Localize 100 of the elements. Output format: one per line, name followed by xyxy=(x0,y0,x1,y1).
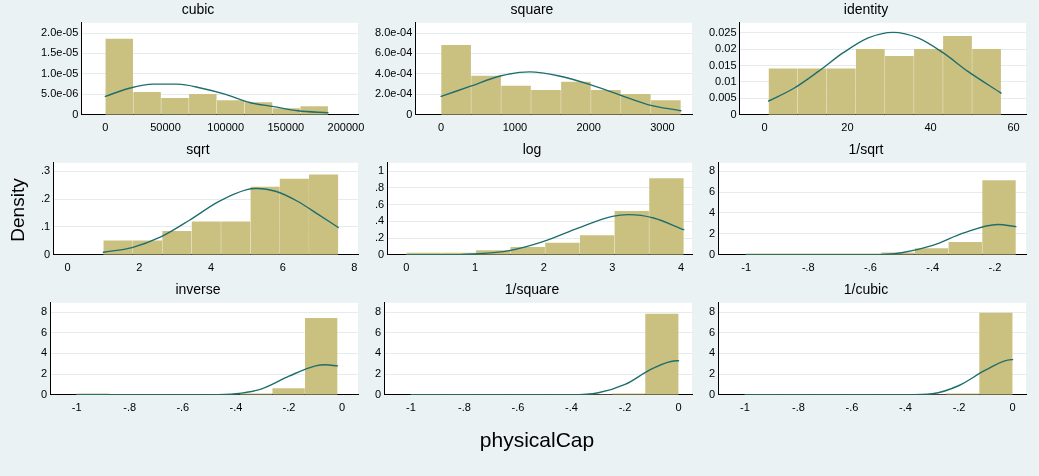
x-tick-label: 2 xyxy=(540,261,547,274)
y-tick-label: 0.01 xyxy=(715,74,737,87)
x-tick-label: -.8 xyxy=(792,401,805,414)
y-tick-label: 0.02 xyxy=(715,42,737,55)
chart-title: 1/square xyxy=(504,281,560,298)
y-tick-label: 2.0e-04 xyxy=(375,87,413,100)
chart-title: sqrt xyxy=(186,141,210,158)
y-tick-label: .6 xyxy=(374,197,385,210)
x-tick-label: 0 xyxy=(1009,401,1016,414)
y-tick-label: .3 xyxy=(40,164,51,177)
y-tick-label: 6 xyxy=(708,185,716,198)
y-axis-title: Density xyxy=(7,178,29,242)
line-series xyxy=(104,83,329,114)
y-tick-label: 4 xyxy=(708,346,716,359)
y-tick-label: 4 xyxy=(708,206,716,219)
y-tick-label: 4.0e-04 xyxy=(375,66,413,79)
x-tick-label: 1 xyxy=(471,261,479,274)
y-tick-label: .1 xyxy=(40,219,51,232)
y-tick-label: 4 xyxy=(40,346,48,359)
y-tick-label: 2 xyxy=(708,226,716,239)
y-tick-label: 0 xyxy=(406,107,413,120)
x-tick-label: 0 xyxy=(438,121,445,134)
x-tick-label: 0 xyxy=(339,401,346,414)
chart-title: cubic xyxy=(181,1,215,18)
y-tick-label: 8 xyxy=(708,305,716,318)
line-series xyxy=(102,187,339,253)
x-tick-label: -.4 xyxy=(565,401,578,414)
line-series xyxy=(767,31,1002,102)
chart-title: identity xyxy=(843,1,889,18)
y-tick-label: .2 xyxy=(374,231,385,244)
x-tick-label: 1000 xyxy=(502,121,528,134)
y-tick-label: 8 xyxy=(374,305,382,318)
y-tick-label: 2 xyxy=(708,367,716,380)
x-tick-label: 4 xyxy=(207,261,215,274)
y-tick-label: .2 xyxy=(40,192,51,205)
x-tick-label: -.6 xyxy=(864,261,877,274)
y-tick-label: 0 xyxy=(708,247,716,260)
y-tick-label: 0 xyxy=(730,107,737,120)
x-tick-label: 100000 xyxy=(207,121,245,134)
x-tick-label: 150000 xyxy=(267,121,305,134)
x-tick-label: -1 xyxy=(740,401,750,414)
y-tick-label: 0.025 xyxy=(709,25,737,38)
x-tick-label: -1 xyxy=(406,401,416,414)
x-tick-label: 3 xyxy=(609,261,616,274)
y-tick-label: 8.0e-04 xyxy=(375,26,413,39)
x-tick-label: 60 xyxy=(1007,121,1020,134)
x-tick-label: -.6 xyxy=(845,401,859,414)
x-tick-label: -.4 xyxy=(926,261,940,274)
y-tick-label: 6 xyxy=(708,325,716,338)
x-tick-label: -.4 xyxy=(229,401,243,414)
y-tick-label: 0 xyxy=(378,247,385,260)
chart-title: square xyxy=(510,1,554,18)
y-tick-label: 5.0e-06 xyxy=(41,87,79,100)
y-tick-label: 0 xyxy=(374,387,382,400)
x-tick-label: 4 xyxy=(677,261,685,274)
y-tick-label: .4 xyxy=(374,214,385,227)
chart-title: inverse xyxy=(175,281,221,298)
x-tick-label: -1 xyxy=(741,261,751,274)
x-tick-label: -.6 xyxy=(176,401,190,414)
x-tick-label: 6 xyxy=(279,261,286,274)
y-tick-label: 0.005 xyxy=(709,91,737,104)
y-tick-label: 0.015 xyxy=(709,58,737,71)
x-tick-label: -.8 xyxy=(123,401,137,414)
x-tick-label: 20 xyxy=(841,121,854,134)
x-tick-label: 2 xyxy=(136,261,143,274)
y-tick-label: .8 xyxy=(374,180,385,193)
x-tick-label: -.2 xyxy=(282,401,296,414)
x-tick-label: -.2 xyxy=(988,261,1002,274)
y-tick-label: 2.0e-05 xyxy=(41,26,79,39)
y-tick-label: 1 xyxy=(378,164,385,177)
x-tick-label: 2000 xyxy=(576,121,601,134)
x-tick-label: 40 xyxy=(924,121,937,134)
y-tick-label: 4 xyxy=(374,346,382,359)
x-tick-label: 3000 xyxy=(650,121,675,134)
y-tick-label: 0 xyxy=(708,387,716,400)
y-tick-label: 6 xyxy=(40,325,48,338)
x-tick-label: 0 xyxy=(761,121,768,134)
x-tick-label: -.8 xyxy=(801,261,815,274)
x-tick-label: -.2 xyxy=(618,401,632,414)
x-tick-label: -.6 xyxy=(511,401,525,414)
x-tick-label: 0 xyxy=(675,401,682,414)
y-tick-label: 1.5e-05 xyxy=(41,46,79,59)
y-tick-label: 8 xyxy=(40,305,48,318)
y-tick-label: 6 xyxy=(374,325,382,338)
x-tick-label: -.8 xyxy=(458,401,471,414)
x-tick-label: 8 xyxy=(351,261,358,274)
y-tick-label: 2 xyxy=(40,367,48,380)
y-tick-label: 8 xyxy=(708,164,716,177)
y-tick-label: 1.0e-05 xyxy=(41,66,79,79)
x-axis-title: physicalCap xyxy=(478,428,596,452)
x-tick-label: 0 xyxy=(102,121,109,134)
y-tick-label: 2 xyxy=(374,367,382,380)
chart-title: log xyxy=(522,141,542,158)
y-tick-label: 6.0e-04 xyxy=(375,46,413,59)
y-tick-label: 0 xyxy=(72,107,79,120)
x-tick-label: 50000 xyxy=(150,121,181,134)
y-tick-label: 0 xyxy=(40,387,48,400)
x-tick-label: -.2 xyxy=(952,401,966,414)
x-tick-label: -1 xyxy=(71,401,82,414)
x-tick-label: -.4 xyxy=(899,401,912,414)
